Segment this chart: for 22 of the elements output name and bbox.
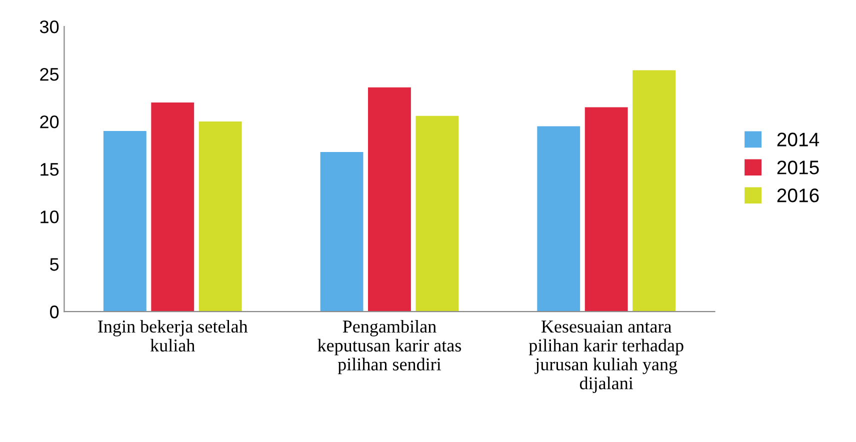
legend-label: 2016 (777, 188, 819, 202)
bar (584, 107, 628, 312)
legend-label: 2014 (777, 132, 820, 146)
bar (198, 122, 242, 312)
legend-label: 2015 (777, 160, 819, 174)
y-tick-label: 20 (40, 115, 59, 128)
bar (537, 126, 580, 312)
y-tick-label: 25 (40, 68, 59, 81)
y-tick-label: 15 (40, 163, 59, 176)
y-tick-label: 10 (40, 210, 59, 224)
bar (320, 152, 364, 312)
x-tick-label: Pengambilan keputusan karir atas pilihan sendiri (318, 320, 462, 374)
y-tick-label: 0 (50, 306, 59, 318)
x-tick-label: Kesesuaian antara pilihan karir terhadap jurusan kuliah yang dijalani (528, 320, 684, 394)
bar (151, 102, 194, 312)
bar (368, 87, 411, 312)
bar (632, 70, 676, 312)
x-tick-label: Ingin bekerja setelah kuliah (98, 320, 248, 352)
bar (416, 116, 459, 312)
bar (103, 131, 146, 312)
y-tick-label: 5 (50, 258, 59, 271)
y-tick-label: 30 (40, 20, 59, 34)
